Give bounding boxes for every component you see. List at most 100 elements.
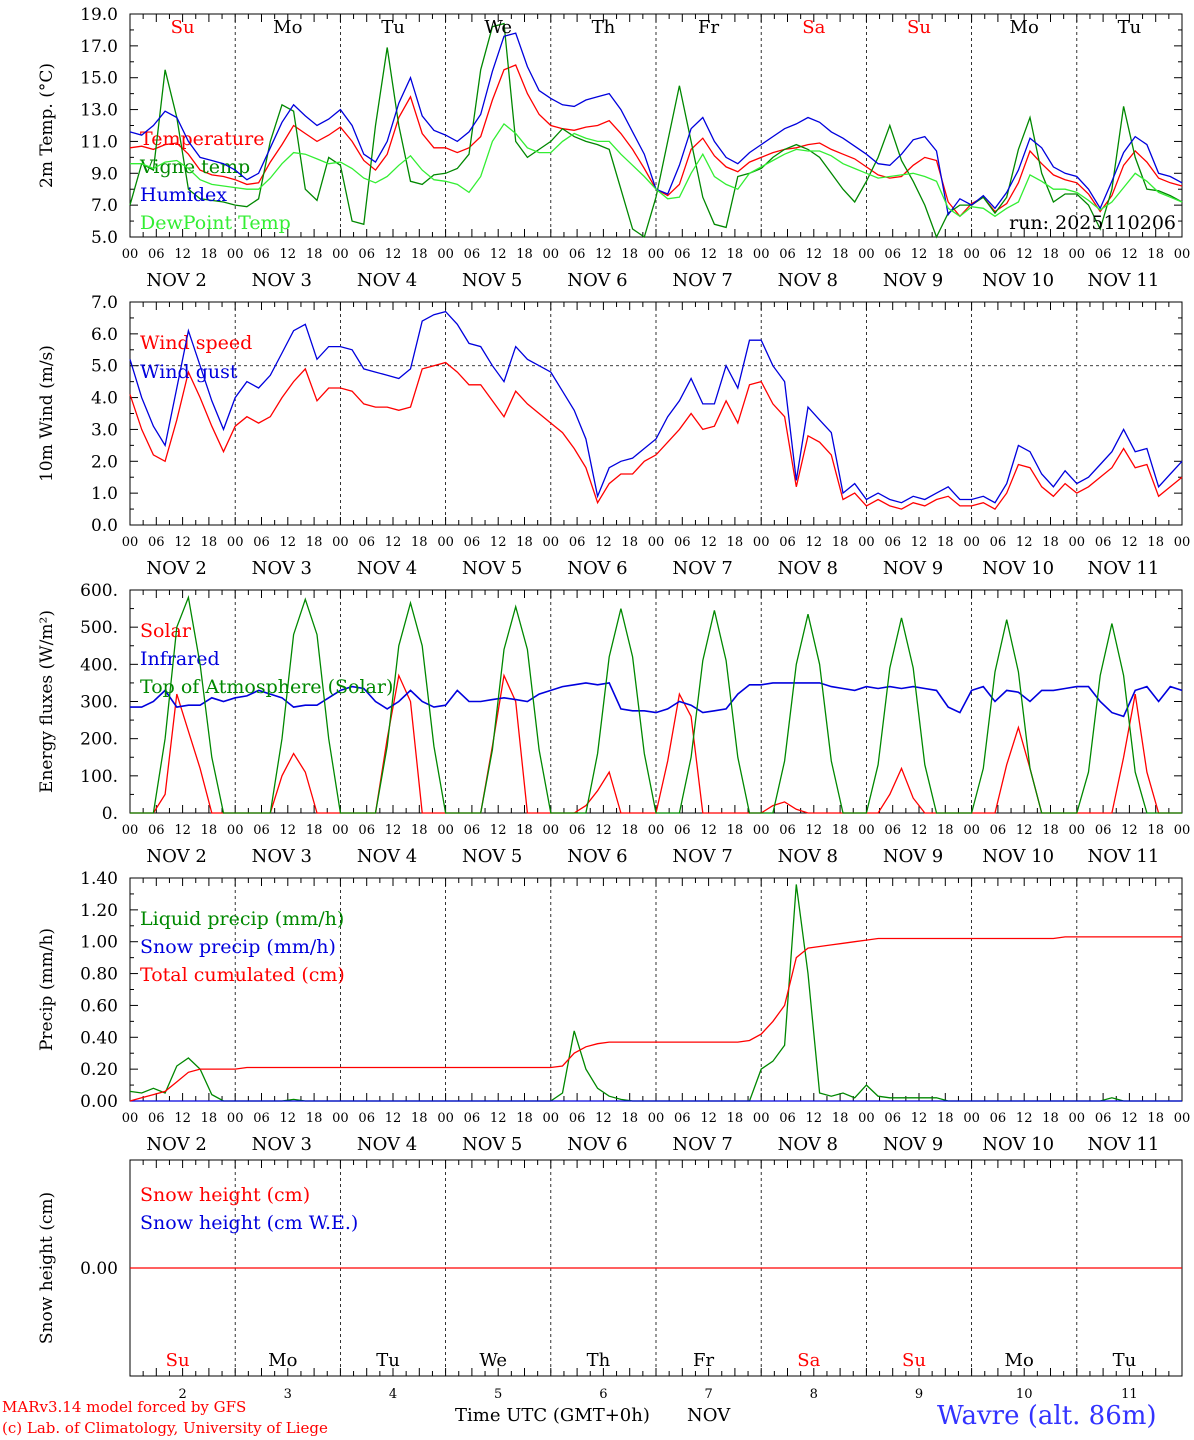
hour-label: 12 <box>1121 247 1138 262</box>
hour-label: 18 <box>411 535 428 550</box>
series-line-infrared <box>130 682 1183 718</box>
hour-label: 12 <box>490 1111 507 1126</box>
y-tick-label: 7.0 <box>91 196 118 216</box>
hour-label: 18 <box>306 535 323 550</box>
hour-label: 06 <box>464 535 481 550</box>
hour-label: 06 <box>464 247 481 262</box>
date-label: NOV 4 <box>357 558 417 579</box>
hour-label: 06 <box>569 247 586 262</box>
y-tick-label: 0. <box>102 804 118 824</box>
day-name: Mo <box>1010 17 1039 38</box>
hour-label: 06 <box>253 535 270 550</box>
y-axis-label: 2m Temp. (°C) <box>37 63 57 188</box>
model-credit: MARv3.14 model forced by GFS <box>2 1398 247 1416</box>
hour-label: 06 <box>569 535 586 550</box>
hour-label: 18 <box>621 1111 638 1126</box>
hour-label: 18 <box>306 247 323 262</box>
day-number: 3 <box>284 1387 292 1402</box>
hour-label: 12 <box>806 535 823 550</box>
x-axis-title: Time UTC (GMT+0h) <box>455 1405 650 1426</box>
hour-label: 00 <box>1174 1111 1191 1126</box>
legend-entry: Solar <box>140 620 192 642</box>
hour-label: 00 <box>227 247 244 262</box>
hour-label: 06 <box>674 1111 691 1126</box>
date-label: NOV 7 <box>672 558 732 579</box>
date-label: NOV 3 <box>252 846 312 867</box>
hour-label: 12 <box>1121 535 1138 550</box>
date-label: NOV 3 <box>252 270 312 291</box>
hour-label: 06 <box>253 823 270 838</box>
day-name: We <box>484 17 512 38</box>
day-number: 11 <box>1121 1387 1138 1402</box>
hour-label: 18 <box>201 823 218 838</box>
hour-label: 06 <box>990 823 1007 838</box>
y-axis-label: Energy fluxes (W/m²) <box>37 610 57 793</box>
hour-label: 00 <box>858 1111 875 1126</box>
hour-label: 12 <box>595 823 612 838</box>
hour-label: 12 <box>385 247 402 262</box>
hour-label: 00 <box>227 823 244 838</box>
date-label: NOV 4 <box>357 846 417 867</box>
hour-label: 18 <box>516 247 533 262</box>
hour-label: 12 <box>280 247 297 262</box>
hour-label: 00 <box>648 535 665 550</box>
run-label: run: 2025110206 <box>1009 212 1176 234</box>
hour-label: 00 <box>963 247 980 262</box>
y-tick-label: 1.20 <box>80 901 118 921</box>
panel-3: 600. 500. 400. 300. 200. 100. 0. Energy fluxes … <box>37 581 1190 867</box>
hour-label: 06 <box>779 247 796 262</box>
hour-label: 12 <box>1016 1111 1033 1126</box>
hour-label: 00 <box>332 823 349 838</box>
hour-label: 00 <box>963 1111 980 1126</box>
date-label: NOV 9 <box>883 1134 943 1155</box>
hour-label: 00 <box>332 535 349 550</box>
y-axis-label: 10m Wind (m/s) <box>37 345 57 482</box>
day-name: Tu <box>1113 1350 1137 1371</box>
hour-label: 00 <box>543 823 560 838</box>
y-tick-label: 100. <box>80 767 118 787</box>
legend-entry: Wind speed <box>140 332 252 354</box>
y-tick-label: 5.0 <box>91 357 118 377</box>
series-line-top-of-atmosphere-solar- <box>130 594 1182 814</box>
legend-entry: Snow height (cm W.E.) <box>140 1212 358 1234</box>
hour-label: 00 <box>437 1111 454 1126</box>
day-number: 9 <box>915 1387 923 1402</box>
date-label: NOV 9 <box>883 846 943 867</box>
hour-label: 12 <box>385 1111 402 1126</box>
day-name: Su <box>171 17 195 38</box>
hour-label: 18 <box>937 247 954 262</box>
y-axis-label: Snow height (cm) <box>37 1192 57 1344</box>
hour-label: 00 <box>332 247 349 262</box>
y-tick-label: 6.0 <box>91 325 118 345</box>
hour-label: 06 <box>148 1111 165 1126</box>
date-label: NOV 10 <box>982 846 1054 867</box>
date-label: NOV 11 <box>1087 1134 1159 1155</box>
y-tick-label: 500. <box>80 618 118 638</box>
hour-label: 18 <box>727 535 744 550</box>
date-label: NOV 6 <box>567 558 627 579</box>
hour-label: 18 <box>516 823 533 838</box>
hour-label: 18 <box>832 247 849 262</box>
hour-label: 06 <box>990 247 1007 262</box>
date-label: NOV 11 <box>1087 558 1159 579</box>
hour-label: 00 <box>122 535 139 550</box>
hour-label: 18 <box>1147 535 1164 550</box>
hour-label: 12 <box>911 535 928 550</box>
day-name: Su <box>902 1350 926 1371</box>
hour-label: 18 <box>1147 247 1164 262</box>
hour-label: 06 <box>884 823 901 838</box>
day-name: Th <box>592 17 616 38</box>
date-label: NOV 4 <box>357 270 417 291</box>
hour-label: 12 <box>174 247 191 262</box>
date-label: NOV 10 <box>982 270 1054 291</box>
hour-label: 12 <box>806 823 823 838</box>
hour-label: 06 <box>674 535 691 550</box>
hour-label: 12 <box>490 535 507 550</box>
day-name: Th <box>587 1350 611 1371</box>
day-number: 5 <box>494 1387 502 1402</box>
y-axis-label: Precip (mm/h) <box>37 928 57 1051</box>
hour-label: 00 <box>858 535 875 550</box>
hour-label: 00 <box>227 535 244 550</box>
date-label: NOV 5 <box>462 1134 522 1155</box>
date-label: NOV 2 <box>146 1134 206 1155</box>
